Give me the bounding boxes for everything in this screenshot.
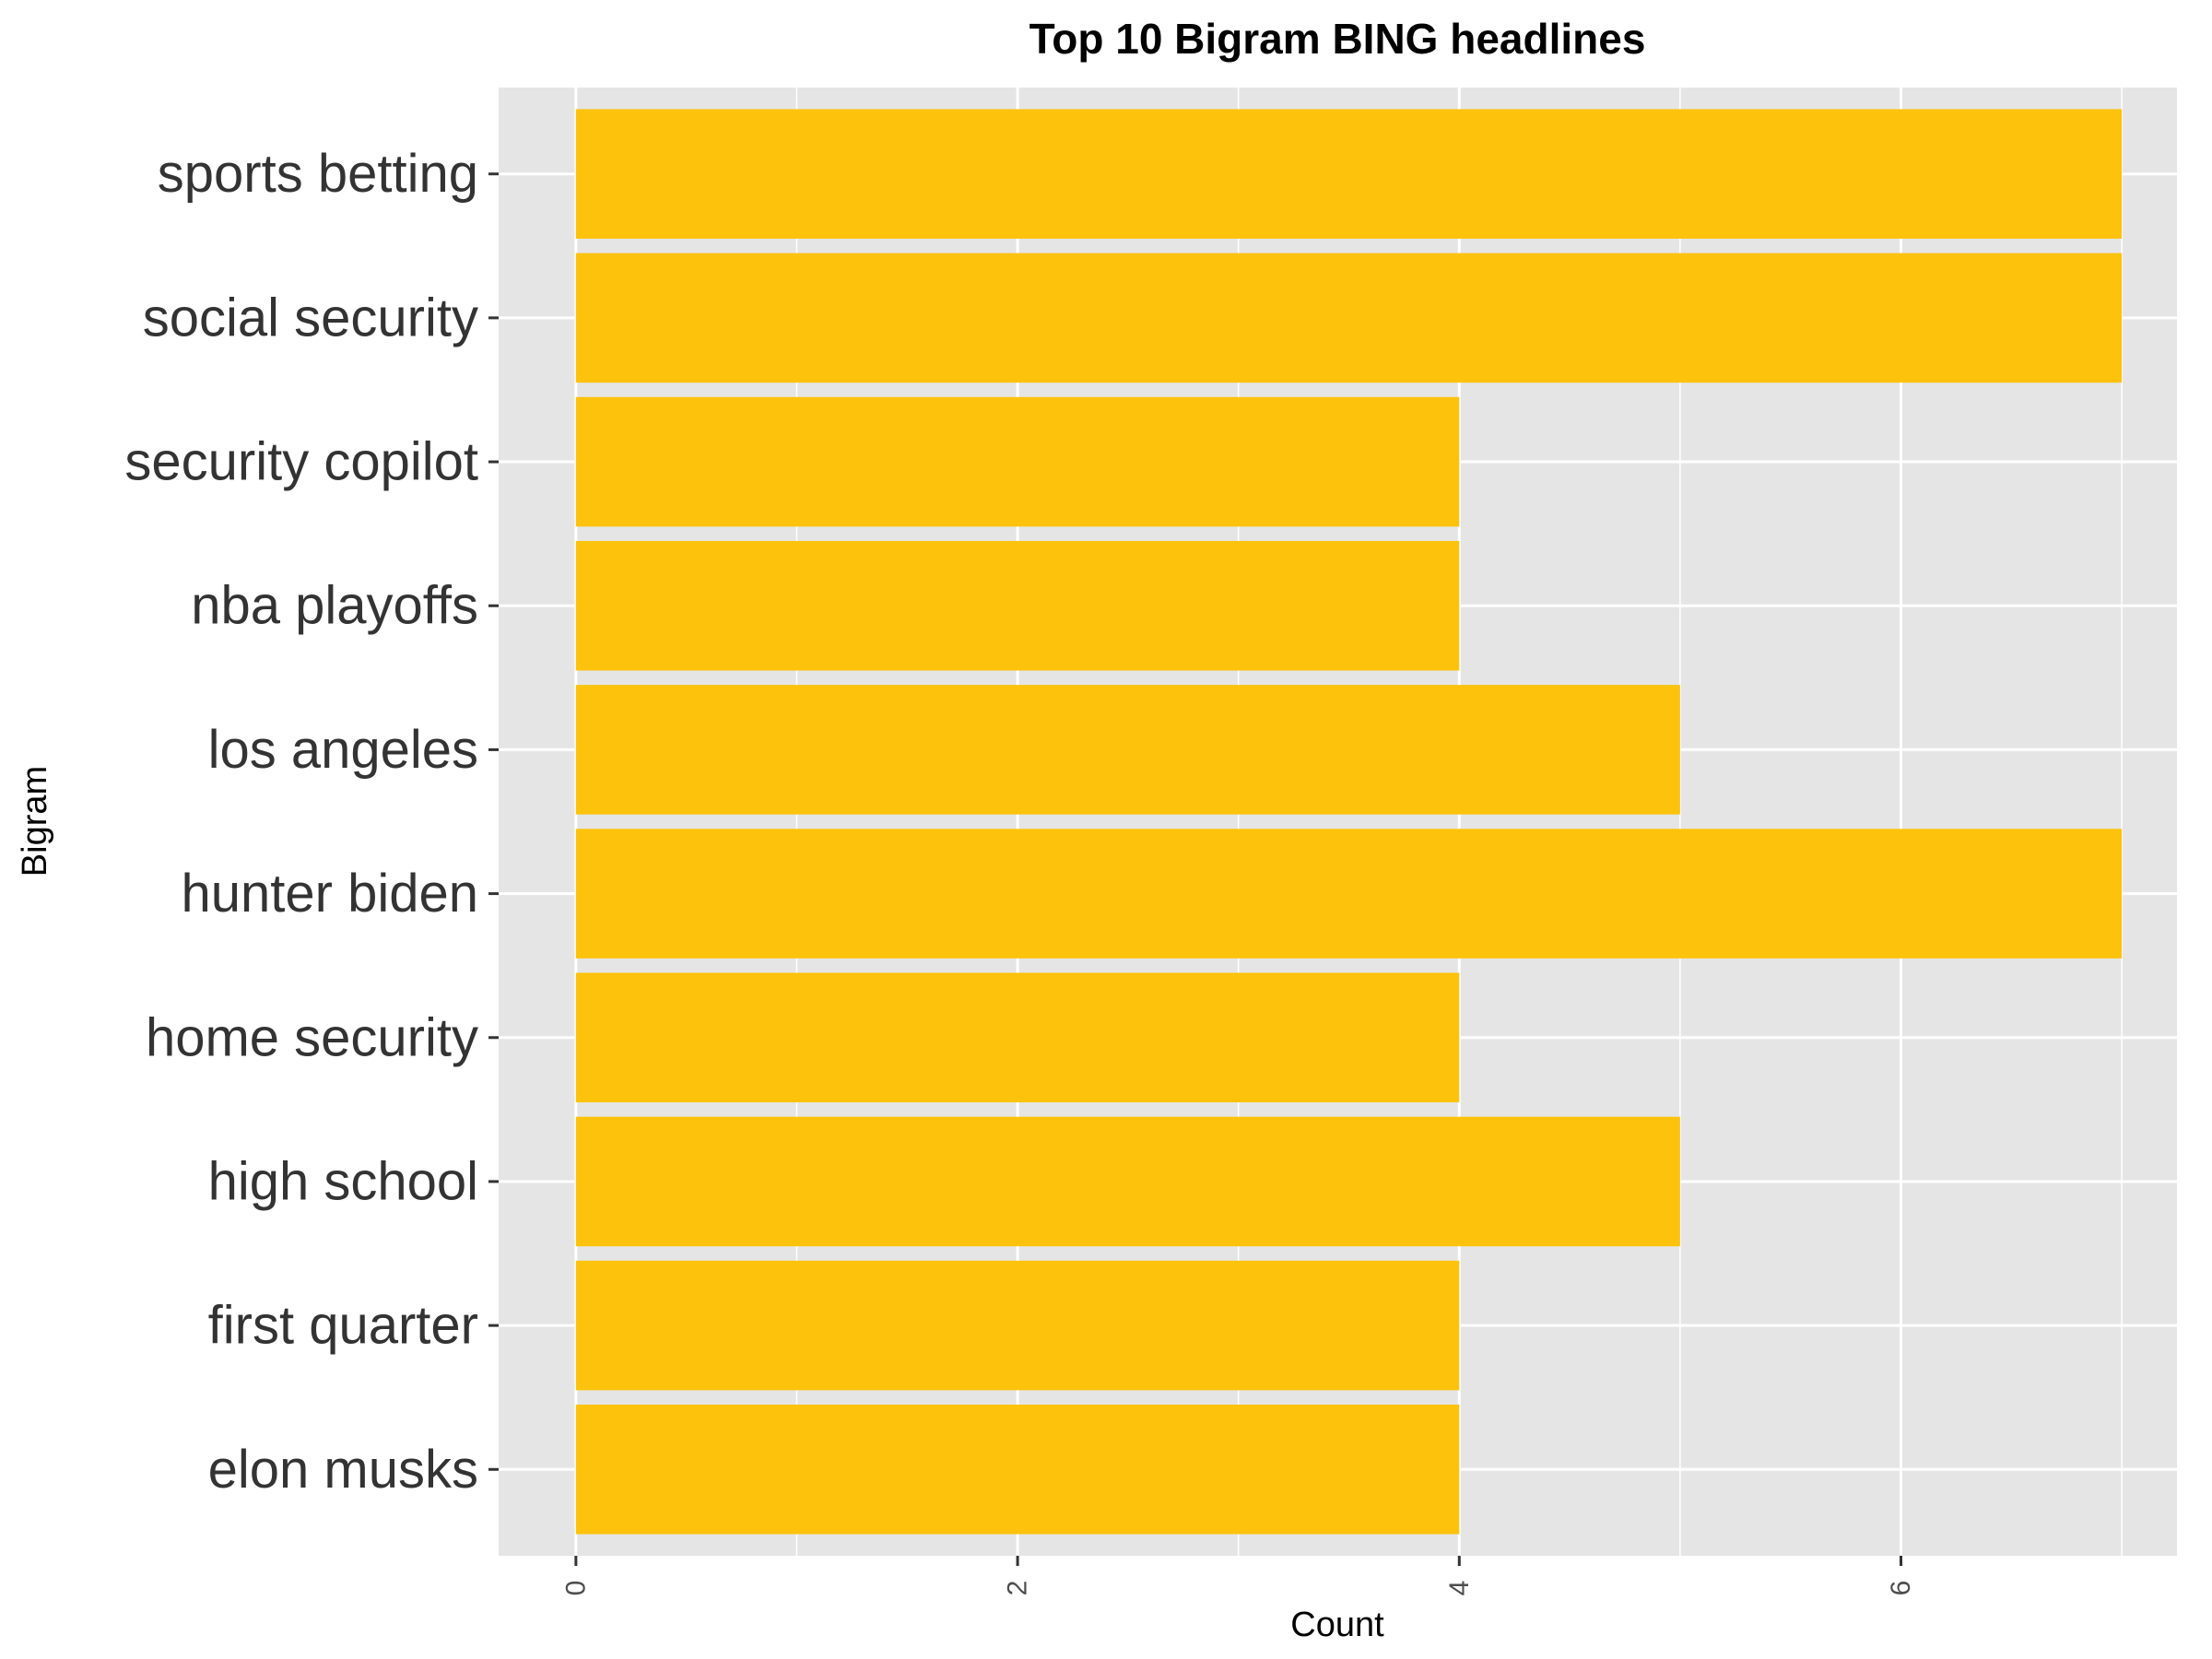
- x-axis-labels: 0 2 4 6: [560, 1581, 1916, 1596]
- y-tick-label: high school: [208, 1151, 478, 1211]
- bar: [575, 685, 1680, 815]
- y-tick-label: social security: [143, 288, 478, 347]
- bar: [575, 1260, 1460, 1391]
- y-tick-label: los angeles: [208, 720, 478, 780]
- x-axis-ticks: [574, 1556, 1902, 1566]
- bar: [575, 540, 1460, 671]
- y-tick-label: hunter biden: [182, 864, 478, 924]
- bar: [575, 253, 2123, 383]
- y-tick-label: elon musks: [208, 1440, 478, 1500]
- bar: [575, 109, 2123, 239]
- x-axis-title: Count: [1290, 1606, 1384, 1644]
- y-tick-label: security copilot: [124, 432, 478, 492]
- y-axis-title: Bigram: [16, 766, 54, 877]
- bar: [575, 972, 1460, 1103]
- bar: [575, 396, 1460, 527]
- y-axis-labels: sports betting social security security co…: [124, 144, 478, 1500]
- bars: [575, 109, 2123, 1535]
- y-axis-ticks: [488, 172, 499, 1471]
- x-tick-label: 0: [560, 1581, 591, 1596]
- bar: [575, 1405, 1460, 1535]
- chart-title: Top 10 Bigram BING headlines: [1030, 15, 1646, 63]
- y-tick-label: first quarter: [208, 1296, 478, 1356]
- bar: [575, 1116, 1680, 1247]
- x-tick-label: 6: [1886, 1581, 1916, 1596]
- y-tick-label: sports betting: [158, 144, 478, 204]
- bar: [575, 829, 2123, 959]
- y-tick-label: nba playoffs: [191, 576, 478, 636]
- y-tick-label: home security: [146, 1007, 478, 1067]
- x-tick-label: 4: [1444, 1581, 1475, 1596]
- x-tick-label: 2: [1003, 1581, 1033, 1596]
